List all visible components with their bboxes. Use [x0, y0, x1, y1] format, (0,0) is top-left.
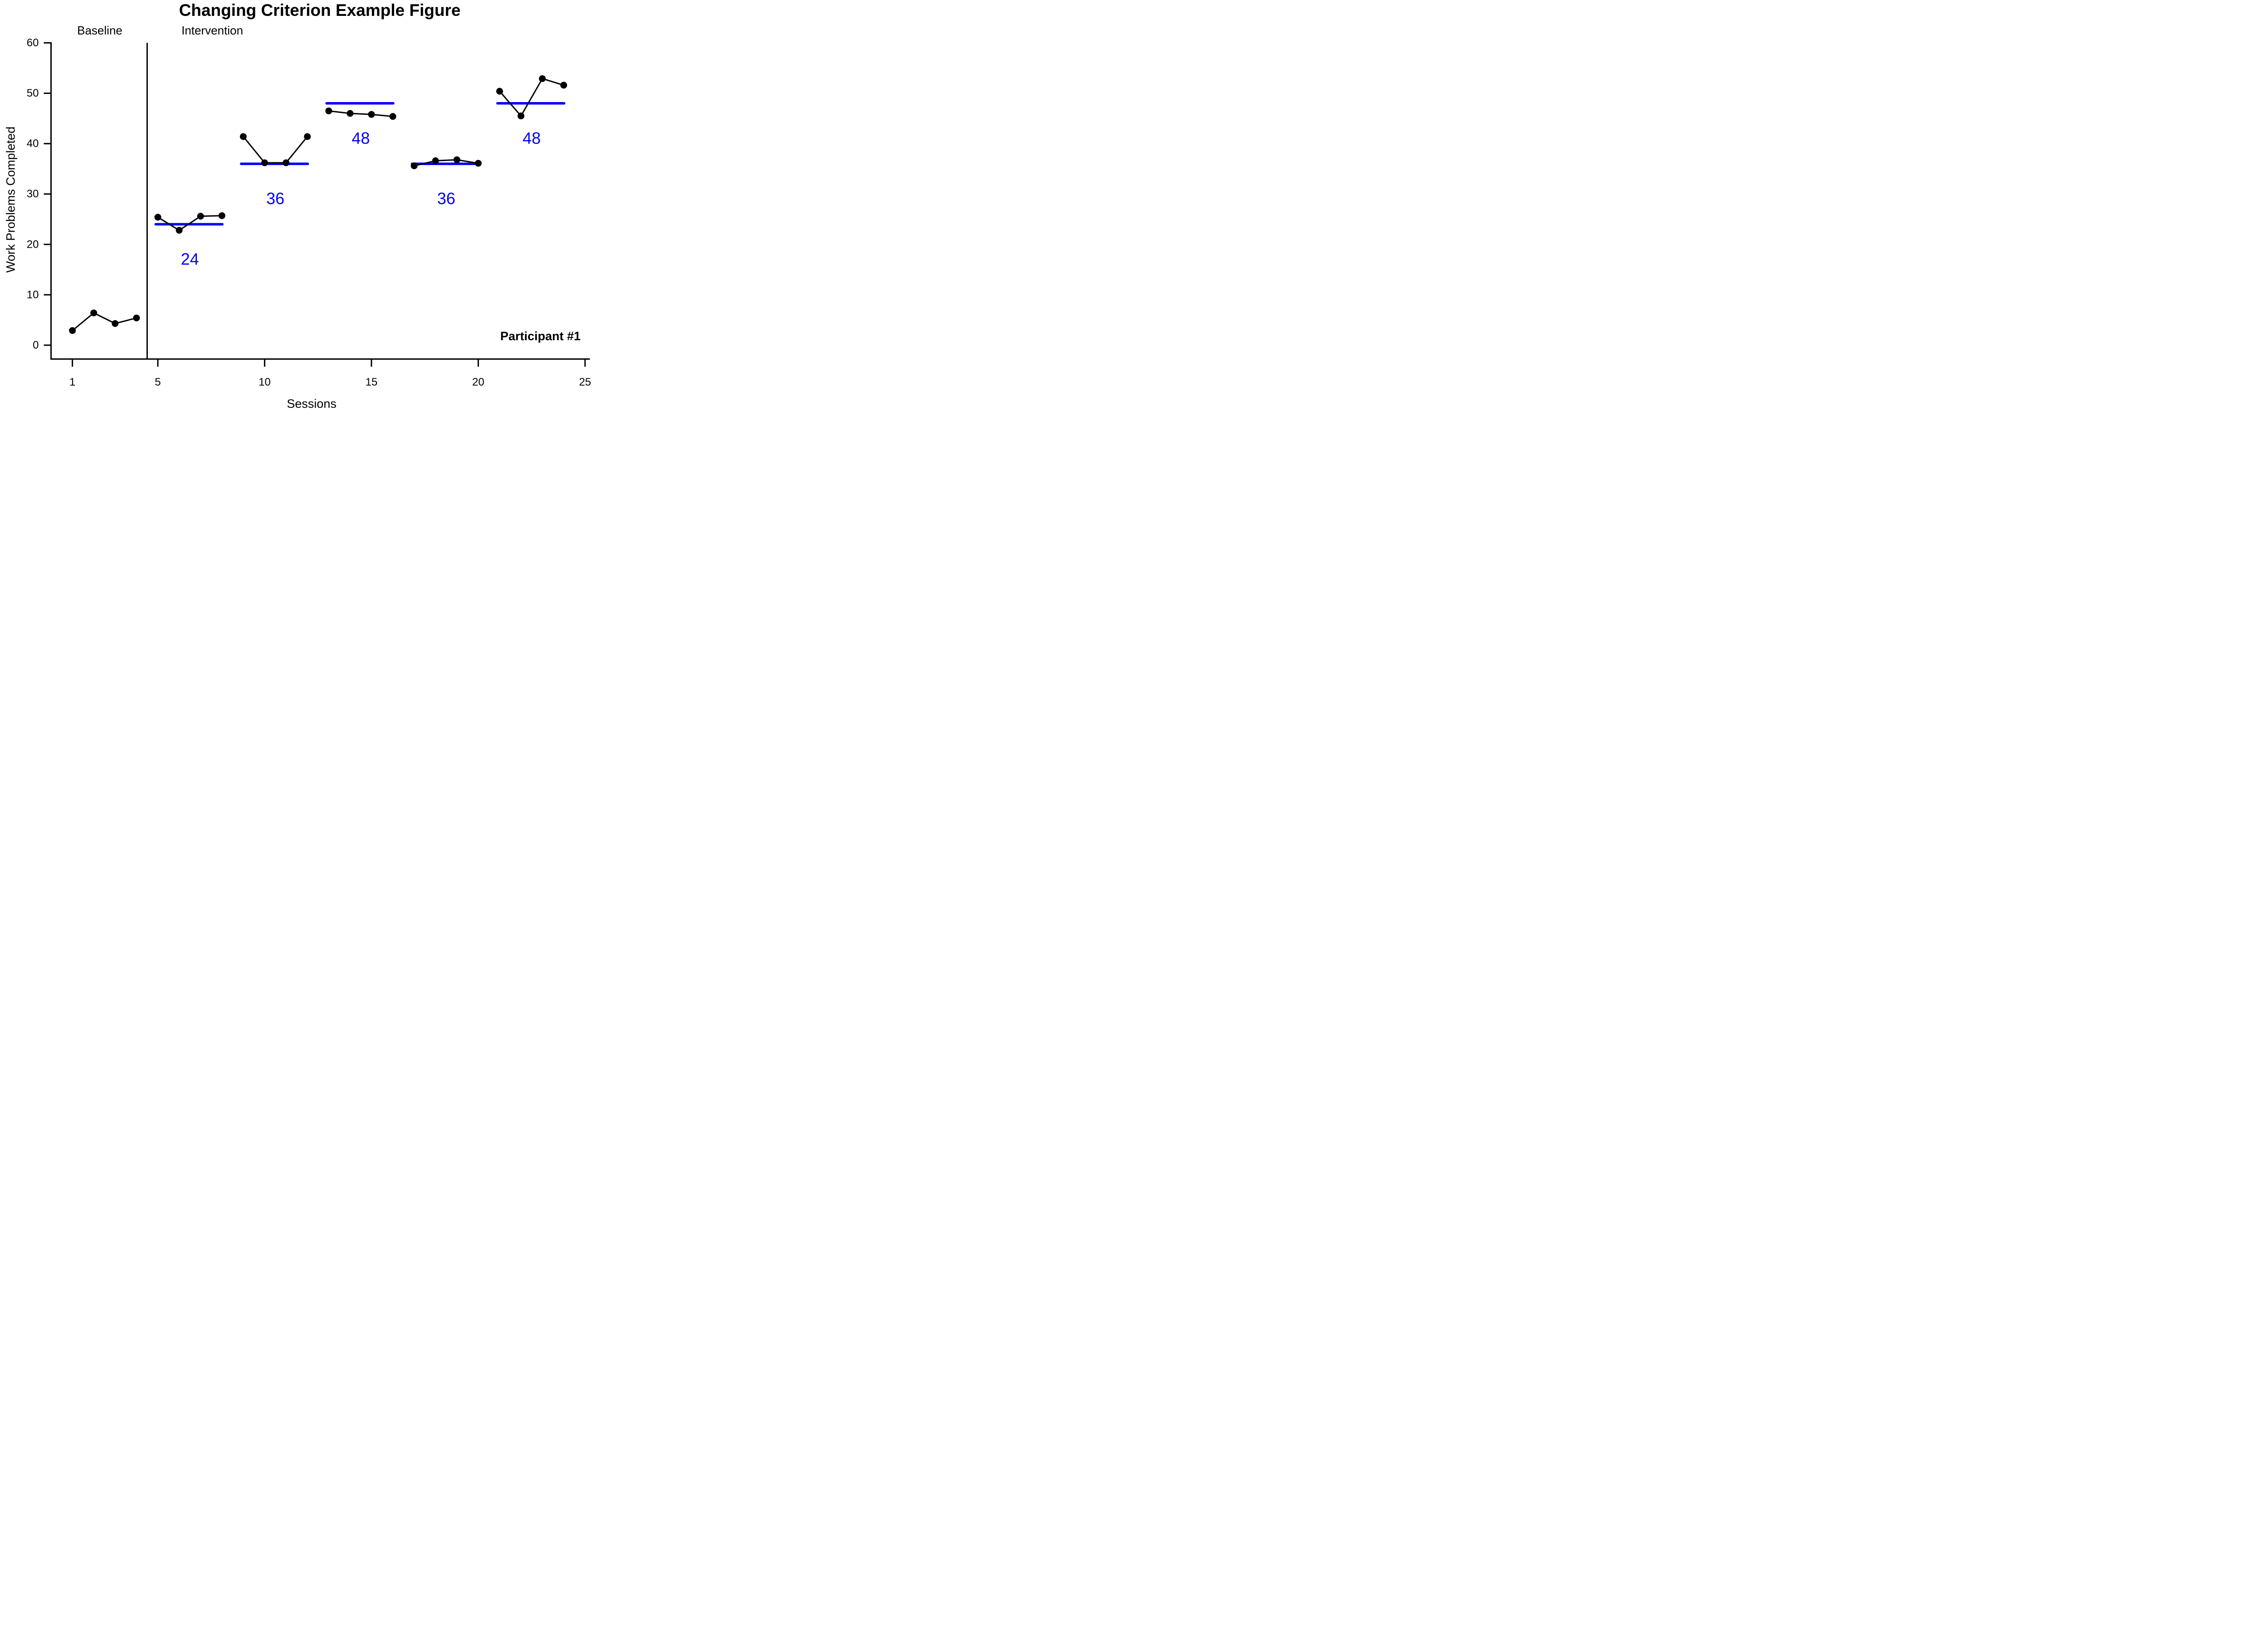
data-point [240, 133, 247, 140]
criterion-label: 36 [266, 189, 284, 208]
y-tick-label: 10 [27, 288, 39, 301]
x-tick-label: 25 [579, 376, 591, 388]
data-point [560, 82, 567, 89]
data-series-line [499, 78, 564, 117]
data-series-line [72, 312, 137, 331]
data-point [69, 327, 76, 334]
data-point [197, 213, 204, 220]
data-point [304, 133, 311, 140]
data-point [133, 314, 140, 322]
data-point [432, 157, 439, 164]
y-tick-label: 50 [27, 87, 39, 99]
y-tick-label: 40 [27, 137, 39, 150]
changing-criterion-figure: Changing Criterion Example Figure Baseli… [0, 0, 612, 408]
data-point [176, 227, 183, 234]
data-point [389, 113, 396, 120]
criterion-label: 24 [181, 250, 199, 269]
data-series-line [243, 136, 308, 164]
data-point [90, 309, 98, 317]
phase-label-baseline: Baseline [77, 24, 122, 37]
y-tick-label: 60 [27, 37, 39, 49]
x-axis-title: Sessions [287, 397, 337, 408]
data-point [218, 212, 225, 219]
criterion-label: 36 [437, 189, 455, 208]
participant-annotation: Participant #1 [500, 329, 581, 343]
criterion-label: 48 [352, 129, 370, 147]
data-series-line [414, 159, 479, 166]
criterion-label: 48 [523, 129, 541, 147]
data-point [325, 107, 332, 114]
data-point [539, 75, 546, 82]
data-series-line [157, 215, 222, 231]
x-tick-label: 20 [472, 376, 484, 388]
data-point [112, 320, 119, 327]
data-point [518, 112, 525, 120]
data-point [154, 214, 161, 221]
data-point [368, 111, 375, 118]
chart-title: Changing Criterion Example Figure [179, 1, 461, 20]
phase-label-intervention: Intervention [181, 24, 243, 37]
data-point [474, 160, 482, 167]
data-point [453, 156, 460, 163]
data-point [261, 159, 268, 166]
data-point [347, 110, 354, 117]
x-tick-label: 10 [259, 376, 271, 388]
y-tick-label: 30 [27, 188, 39, 200]
x-tick-label: 5 [155, 376, 161, 388]
x-tick-label: 1 [69, 376, 75, 388]
data-point [496, 88, 503, 95]
data-point [283, 159, 290, 166]
x-tick-label: 15 [366, 376, 378, 388]
data-series-line [328, 110, 393, 117]
y-tick-label: 20 [27, 238, 39, 250]
y-tick-label: 0 [33, 339, 39, 351]
data-point [411, 162, 418, 170]
